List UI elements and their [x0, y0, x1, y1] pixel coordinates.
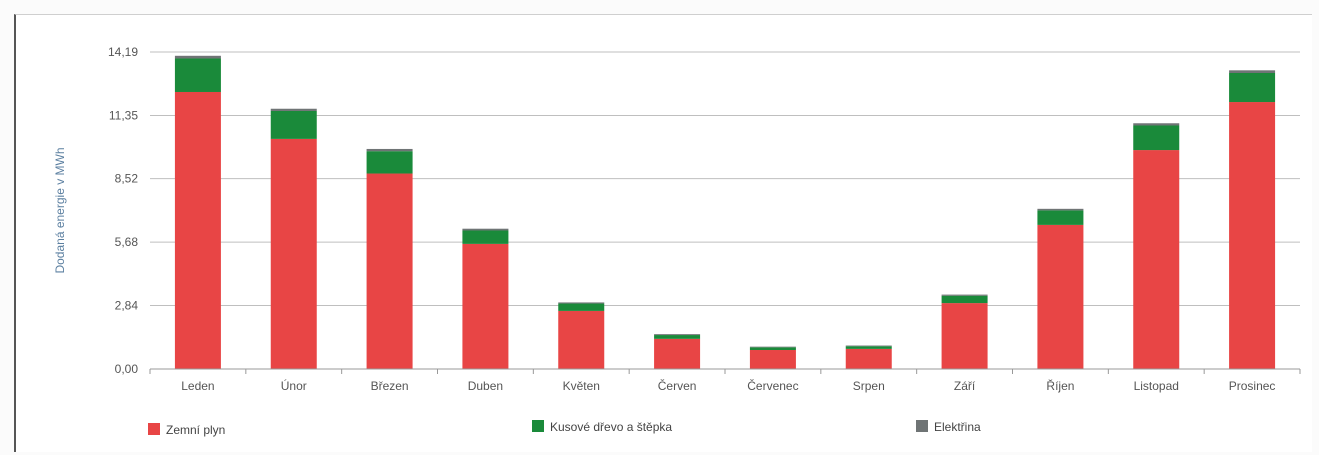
legend-swatch [148, 423, 160, 435]
y-tick-label: 8,52 [115, 172, 139, 186]
x-tick-label: Srpen [853, 379, 885, 393]
legend-item: Elektřina [916, 420, 981, 434]
bar-segment [845, 348, 892, 369]
y-tick-label: 5,68 [115, 235, 139, 249]
x-tick-label: Květen [563, 379, 600, 393]
bar-segment [1037, 224, 1084, 369]
bar-segment [941, 294, 988, 296]
legend-swatch [916, 420, 928, 432]
legend-item: Kusové dřevo a štěpka [532, 420, 672, 434]
bar-segment [749, 347, 796, 351]
bar-segment [462, 228, 509, 231]
y-tick-label: 2,84 [115, 299, 139, 313]
bar-segment [366, 151, 413, 174]
bar-segment [174, 58, 221, 92]
bar-segment [462, 243, 509, 369]
bar-segment [749, 346, 796, 348]
y-tick-label: 14,19 [108, 45, 138, 59]
x-tick-label: Duben [468, 379, 503, 393]
bar-segment [462, 230, 509, 244]
bar-segment [174, 91, 221, 369]
x-tick-label: Únor [281, 378, 307, 393]
bar-segment [366, 148, 413, 152]
bar-segment [654, 338, 701, 369]
bar-segment [174, 55, 221, 59]
bar-segment [1037, 210, 1084, 225]
y-tick-label: 0,00 [115, 362, 139, 376]
gridlines [150, 51, 1300, 307]
bar-segment [558, 303, 605, 311]
bar-segment [845, 346, 892, 349]
y-tick-label: 11,35 [109, 108, 138, 122]
bar-segment [654, 335, 701, 339]
x-tick-label: Březen [371, 379, 409, 393]
bar-segment [941, 303, 988, 369]
bar-segment [654, 334, 701, 336]
x-axis-ticks: Leden Únor Březen Duben Květen Červen Červenec… [149, 369, 1301, 393]
y-axis-title: Dodaná energie v MWh [53, 147, 67, 273]
bar-segment [1229, 102, 1276, 370]
x-tick-label: Leden [181, 379, 214, 393]
bar-segment [270, 108, 317, 111]
bar-segment [1133, 123, 1180, 126]
bar-segment [845, 345, 892, 347]
legend-label: Kusové dřevo a štěpka [550, 420, 672, 434]
x-tick-label: Září [954, 379, 976, 393]
legend-label: Elektřina [934, 420, 981, 434]
legend-swatch [532, 420, 544, 432]
x-tick-label: Listopad [1134, 379, 1179, 393]
bar-segment [558, 302, 605, 304]
x-tick-label: Prosinec [1229, 379, 1276, 393]
bar-segment [1133, 150, 1180, 369]
bar-segment [1229, 70, 1276, 73]
bars [174, 55, 1276, 370]
bar-segment [749, 350, 796, 369]
stacked-bar-chart: 0,00 2,84 5,68 8,52 11,35 14,19 Dodaná energi… [53, 45, 1301, 437]
bar-segment [270, 110, 317, 139]
x-tick-label: Říjen [1046, 378, 1074, 393]
chart-panel: 0,00 2,84 5,68 8,52 11,35 14,19 Dodaná energi… [14, 14, 1312, 452]
bar-segment [1229, 72, 1276, 103]
bar-segment [1133, 125, 1180, 151]
legend-label: Zemní plyn [166, 423, 225, 437]
bar-segment [941, 295, 988, 304]
legend-item: Zemní plyn [148, 423, 225, 437]
x-tick-label: Červen [658, 378, 697, 393]
x-tick-label: Červenec [747, 378, 798, 393]
bar-segment [366, 173, 413, 369]
bar-segment [558, 310, 605, 369]
y-axis-ticks: 0,00 2,84 5,68 8,52 11,35 14,19 [108, 45, 138, 376]
bar-segment [270, 138, 317, 369]
legend: Zemní plyn Kusové dřevo a štěpka Elektřina [148, 420, 981, 437]
bar-segment [1037, 208, 1084, 211]
